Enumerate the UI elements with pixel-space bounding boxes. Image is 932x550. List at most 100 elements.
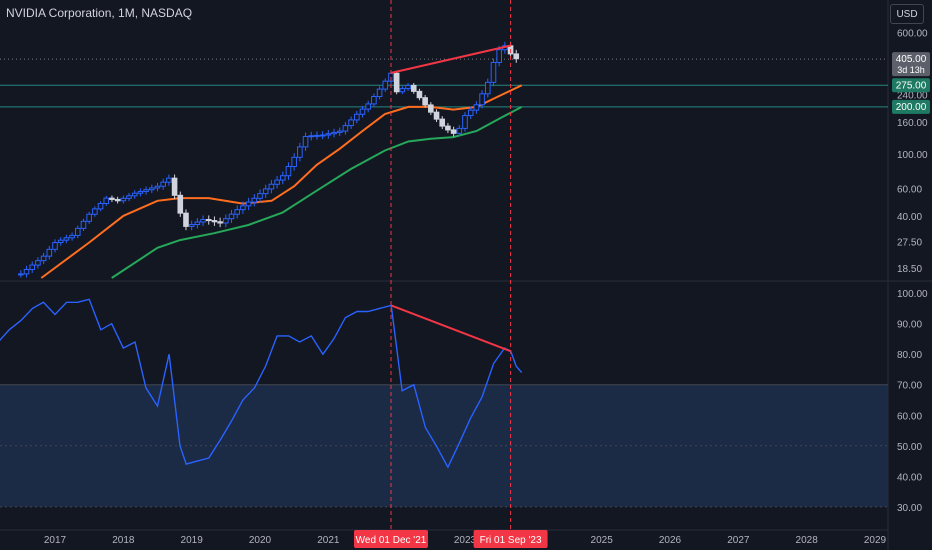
candle-body: [325, 133, 332, 136]
candle-body: [52, 242, 58, 250]
candle-body: [274, 179, 280, 185]
candle-body: [285, 166, 292, 177]
candle-body: [103, 197, 110, 205]
candle-body: [268, 183, 275, 190]
candle-body: [308, 135, 315, 138]
time-tick-label: 2028: [796, 535, 819, 546]
candle-body: [74, 227, 81, 236]
candle-body: [428, 104, 434, 113]
candle-body: [86, 213, 92, 222]
rsi-tick-label: 90.00: [897, 320, 922, 331]
price-badge: [892, 99, 930, 114]
price-tick-label: 18.50: [897, 264, 922, 275]
rsi-line: [0, 298, 523, 469]
candle-body: [63, 237, 70, 241]
candle-body: [18, 273, 24, 276]
candle-body: [393, 72, 400, 93]
rsi-tick-label: 100.00: [897, 289, 928, 300]
candle-body: [240, 205, 246, 211]
time-tick-label: 2023: [454, 535, 477, 546]
candle-body: [183, 212, 189, 227]
candle-body: [342, 125, 349, 132]
candle-body: [188, 224, 195, 227]
candle-body: [40, 255, 47, 262]
candle-body: [450, 129, 457, 134]
candle-body: [171, 177, 178, 196]
price-tick-label: 240.00: [897, 91, 928, 102]
time-tick-label: 2019: [181, 535, 204, 546]
candle-body: [149, 187, 155, 191]
rsi-divergence-line: [390, 304, 512, 353]
candle-body: [126, 195, 132, 199]
candle-body: [416, 90, 423, 99]
candle-body: [445, 125, 451, 131]
candle-body: [302, 135, 309, 148]
rsi-tick-label: 60.00: [897, 411, 922, 422]
candle-body: [462, 115, 468, 129]
candle-body: [513, 53, 520, 60]
candle-body: [319, 134, 326, 137]
candle-body: [496, 49, 502, 63]
price-tick-label: 27.50: [897, 237, 922, 248]
candle-body: [131, 192, 138, 197]
price-badge-label: 275.00: [896, 80, 927, 91]
rsi-tick-label: 40.00: [897, 472, 922, 483]
candles: [18, 41, 520, 278]
marker-date-label: Fri 01 Sep '23: [480, 535, 542, 546]
time-tick-label: 2021: [317, 535, 340, 546]
candle-body: [97, 203, 104, 210]
rsi-tick-label: 50.00: [897, 442, 922, 453]
candle-body: [484, 81, 491, 95]
candle-body: [245, 201, 252, 207]
candle-body: [405, 84, 411, 90]
candle-body: [160, 181, 166, 187]
price-tick-label: 60.00: [897, 184, 922, 195]
candle-body: [114, 198, 121, 202]
candle-body: [314, 134, 320, 137]
candle-body: [257, 193, 263, 199]
candle-body: [177, 194, 184, 214]
candle-body: [297, 146, 303, 158]
candle-body: [92, 208, 98, 215]
time-tick-label: 2029: [864, 535, 887, 546]
price-tick-label: 160.00: [897, 118, 928, 129]
candle-body: [433, 111, 440, 120]
candle-body: [57, 239, 64, 244]
time-tick-label: 2026: [659, 535, 682, 546]
marker-date-badge: [353, 530, 428, 548]
candle-body: [234, 209, 241, 215]
candle-body: [109, 197, 115, 200]
time-tick-label: 2025: [591, 535, 614, 546]
candle-body: [35, 260, 41, 266]
candle-body: [365, 103, 371, 110]
price-badge: [892, 78, 930, 93]
candle-body: [154, 185, 161, 189]
candle-body: [354, 113, 360, 121]
candle-body: [194, 221, 201, 226]
candle-body: [137, 190, 144, 194]
candle-body: [205, 218, 212, 222]
rsi-zone: [0, 384, 888, 507]
marker-date-label: Wed 01 Dec '21: [356, 535, 427, 546]
price-badge-label: 405.00: [896, 54, 927, 65]
candle-body: [371, 96, 377, 105]
candle-body: [23, 268, 30, 275]
candle-body: [336, 130, 343, 133]
ema-slow-line: [111, 106, 523, 279]
candle-body: [399, 88, 406, 93]
rsi-tick-label: 30.00: [897, 503, 922, 514]
candle-body: [291, 156, 297, 168]
rsi-tick-label: 80.00: [897, 350, 922, 361]
candle-body: [348, 119, 354, 127]
price-tick-label: 600.00: [897, 28, 928, 39]
marker-date-badge: [473, 530, 548, 548]
time-tick-label: 2020: [249, 535, 272, 546]
candle-body: [46, 248, 53, 257]
candle-body: [120, 197, 127, 202]
candle-body: [467, 109, 474, 117]
chart-title: NVIDIA Corporation, 1M, NASDAQ: [6, 6, 193, 20]
currency-button[interactable]: USD: [890, 4, 924, 24]
axes: 600.00 240.00 160.00 100.00 60.00 40.00 27.50 1…: [44, 28, 930, 548]
